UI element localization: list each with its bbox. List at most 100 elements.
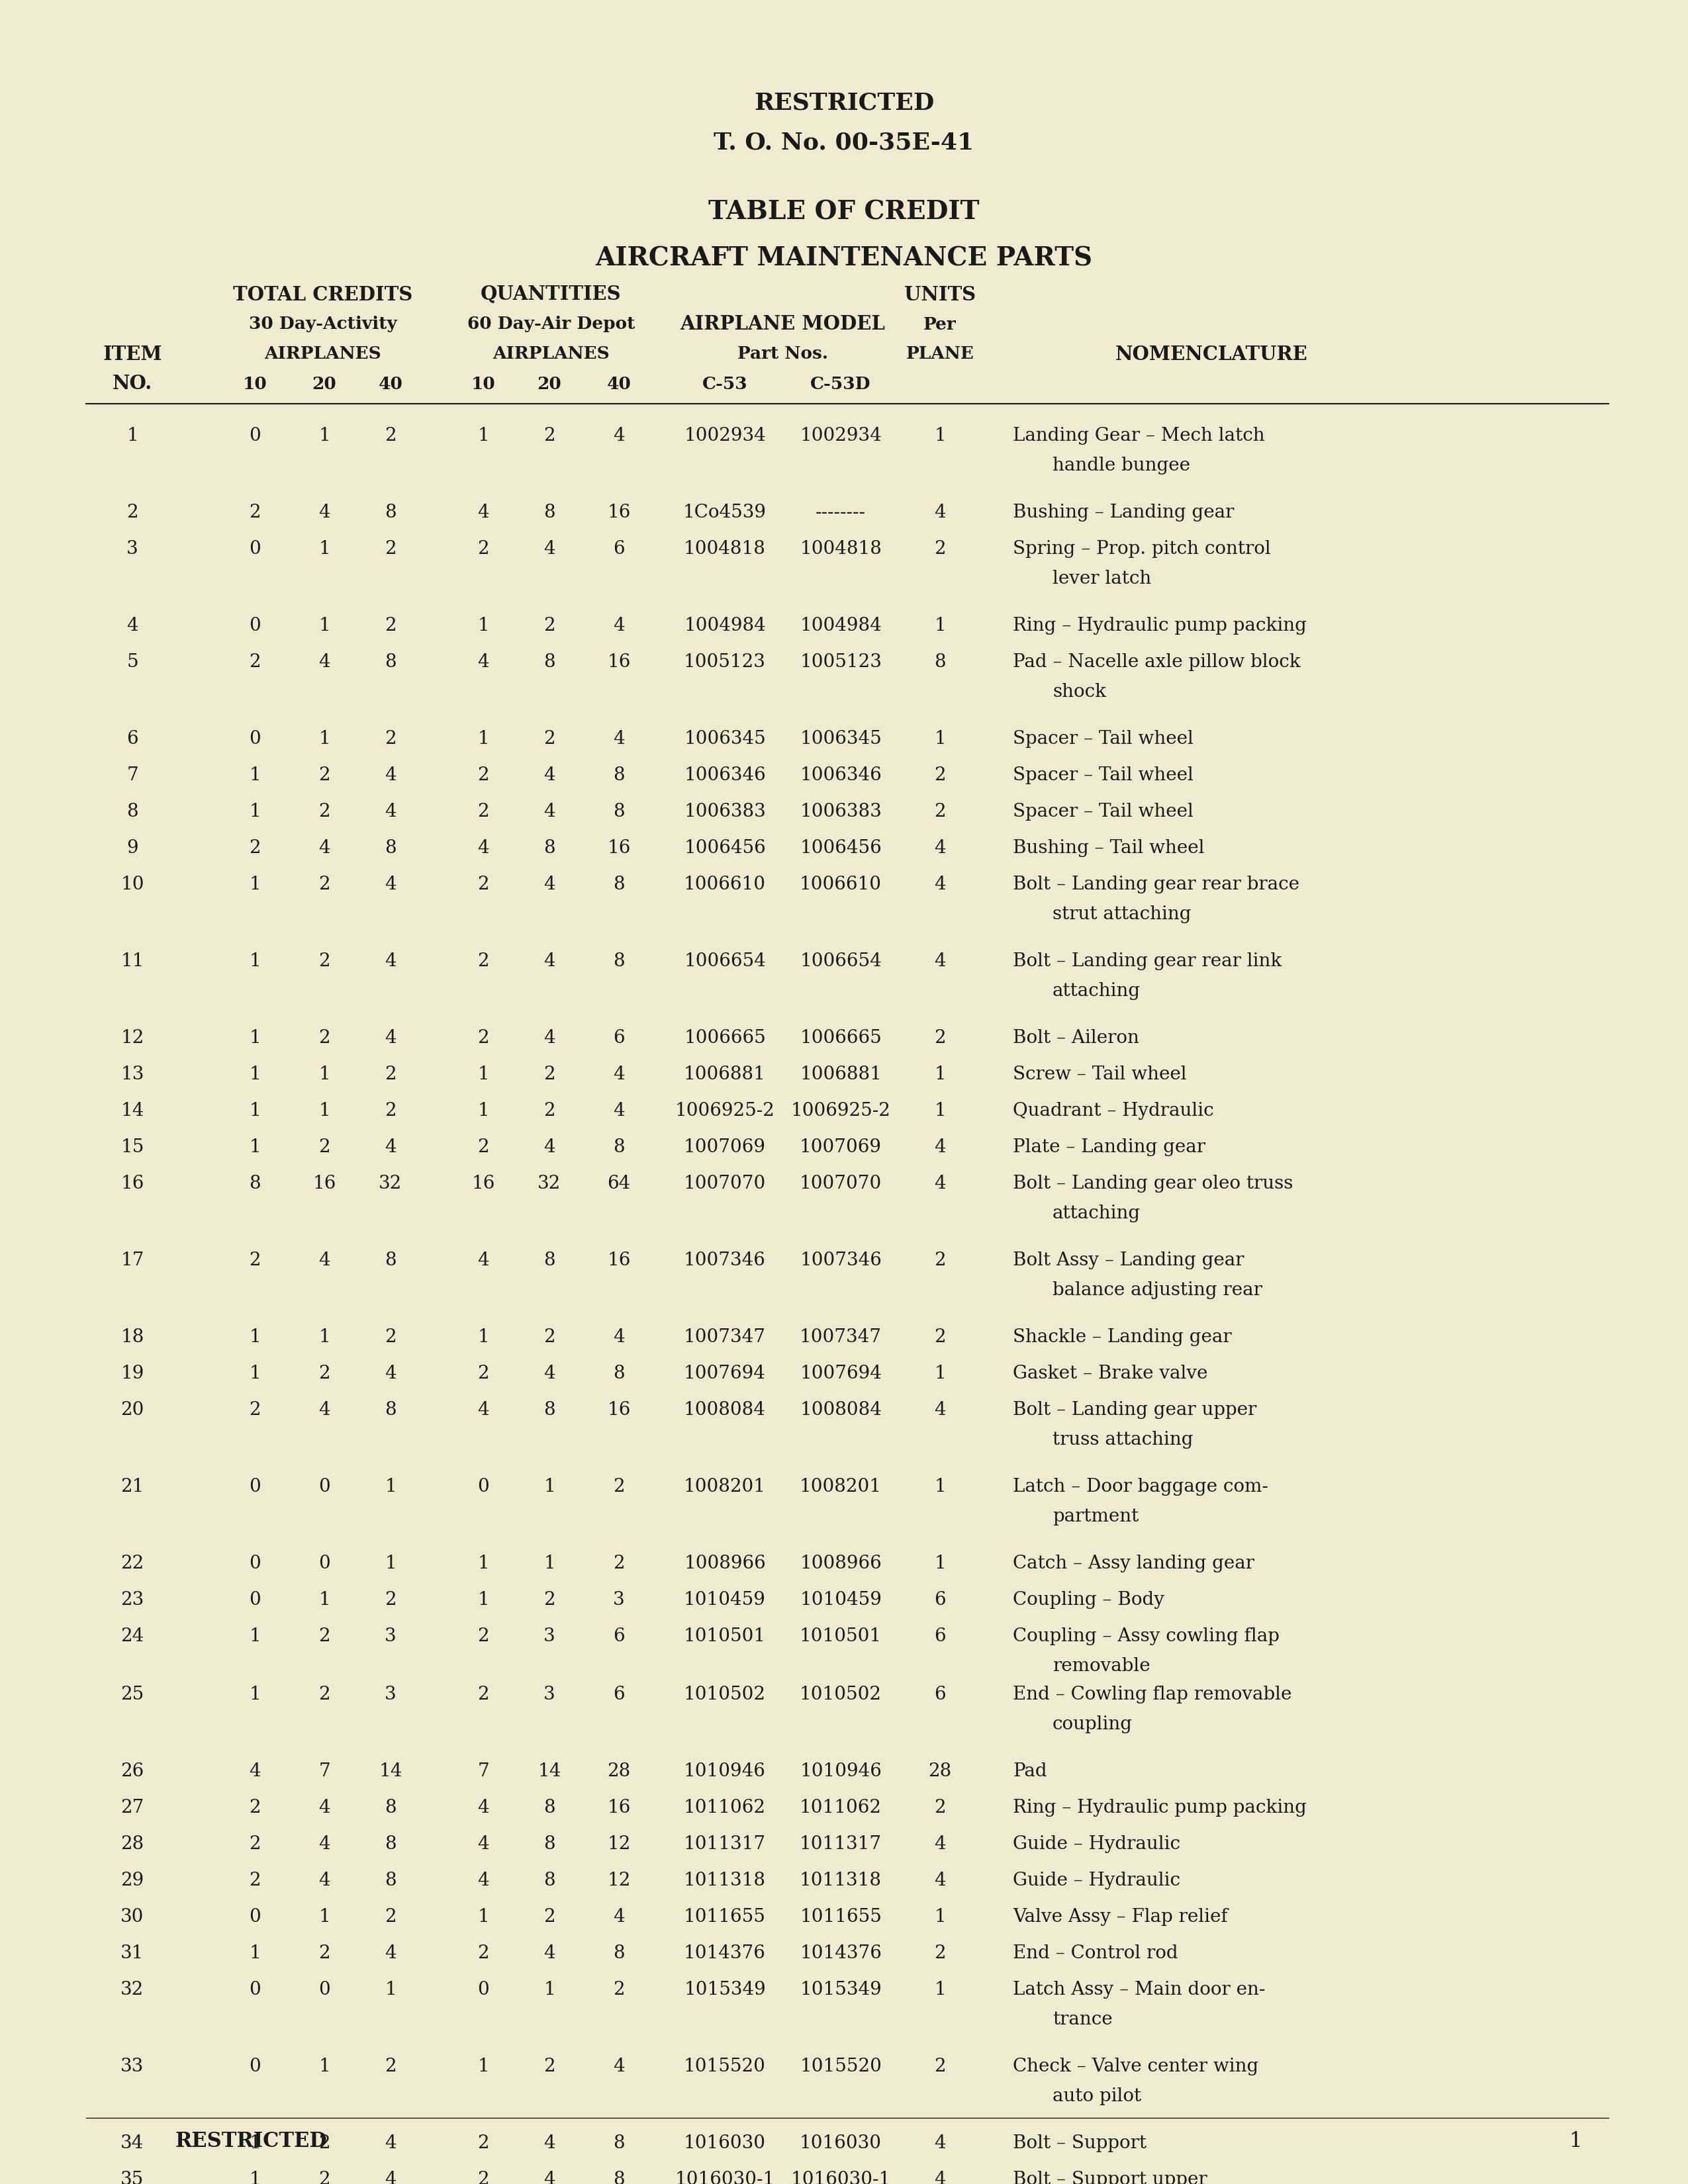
Text: 60 Day-Air Depot: 60 Day-Air Depot bbox=[468, 317, 635, 332]
Text: 1006456: 1006456 bbox=[800, 839, 881, 856]
Text: 19: 19 bbox=[120, 1365, 143, 1382]
Text: 14: 14 bbox=[378, 1762, 402, 1780]
Text: 1008201: 1008201 bbox=[684, 1479, 766, 1496]
Text: 16: 16 bbox=[312, 1175, 336, 1192]
Text: Check – Valve center wing: Check – Valve center wing bbox=[1013, 2057, 1259, 2075]
Text: 1011318: 1011318 bbox=[684, 1872, 766, 1889]
Text: AIRPLANES: AIRPLANES bbox=[265, 345, 381, 363]
Text: 4: 4 bbox=[319, 1402, 331, 1420]
Text: 1: 1 bbox=[250, 952, 260, 970]
Text: 2: 2 bbox=[319, 952, 331, 970]
Text: 2: 2 bbox=[250, 653, 260, 670]
Text: 8: 8 bbox=[613, 2134, 625, 2151]
Text: 2: 2 bbox=[933, 539, 945, 557]
Text: 1: 1 bbox=[385, 1981, 397, 1998]
Text: 4: 4 bbox=[544, 876, 555, 893]
Text: 2: 2 bbox=[544, 729, 555, 747]
Text: 1007347: 1007347 bbox=[800, 1328, 881, 1345]
Text: TOTAL CREDITS: TOTAL CREDITS bbox=[233, 284, 412, 304]
Text: 8: 8 bbox=[385, 1835, 397, 1852]
Text: 4: 4 bbox=[933, 505, 945, 522]
Text: 2: 2 bbox=[319, 804, 331, 821]
Text: 4: 4 bbox=[613, 616, 625, 636]
Text: PLANE: PLANE bbox=[906, 345, 974, 363]
Text: TABLE OF CREDIT: TABLE OF CREDIT bbox=[709, 199, 979, 225]
Text: 1: 1 bbox=[250, 2171, 260, 2184]
Text: strut attaching: strut attaching bbox=[1053, 906, 1192, 924]
Text: 9: 9 bbox=[127, 839, 138, 856]
Text: shock: shock bbox=[1053, 684, 1106, 701]
Text: 0: 0 bbox=[319, 1555, 331, 1572]
Text: 1006654: 1006654 bbox=[684, 952, 766, 970]
Text: Bolt – Landing gear upper: Bolt – Landing gear upper bbox=[1013, 1402, 1256, 1420]
Text: Bolt Assy – Landing gear: Bolt Assy – Landing gear bbox=[1013, 1251, 1244, 1269]
Text: 1: 1 bbox=[933, 1479, 945, 1496]
Text: 23: 23 bbox=[122, 1590, 143, 1610]
Text: 8: 8 bbox=[613, 1138, 625, 1155]
Text: handle bungee: handle bungee bbox=[1053, 456, 1190, 474]
Text: 2: 2 bbox=[478, 1686, 490, 1704]
Text: 4: 4 bbox=[319, 1800, 331, 1817]
Text: 10: 10 bbox=[471, 376, 495, 393]
Text: 4: 4 bbox=[127, 616, 138, 636]
Text: 7: 7 bbox=[127, 767, 138, 784]
Text: 1: 1 bbox=[250, 1627, 260, 1645]
Text: 1011655: 1011655 bbox=[800, 1909, 881, 1926]
Text: 8: 8 bbox=[385, 1872, 397, 1889]
Text: 1: 1 bbox=[933, 729, 945, 747]
Text: 0: 0 bbox=[250, 616, 260, 636]
Text: 0: 0 bbox=[250, 1909, 260, 1926]
Text: 1: 1 bbox=[385, 1479, 397, 1496]
Text: 17: 17 bbox=[120, 1251, 143, 1269]
Text: 1: 1 bbox=[319, 1103, 331, 1120]
Text: 1: 1 bbox=[933, 1555, 945, 1572]
Text: 4: 4 bbox=[319, 839, 331, 856]
Text: 3: 3 bbox=[544, 1686, 555, 1704]
Text: 1: 1 bbox=[250, 1365, 260, 1382]
Text: 14: 14 bbox=[120, 1103, 143, 1120]
Text: 2: 2 bbox=[478, 1944, 490, 1961]
Text: Spring – Prop. pitch control: Spring – Prop. pitch control bbox=[1013, 539, 1271, 557]
Text: 8: 8 bbox=[613, 767, 625, 784]
Text: 32: 32 bbox=[538, 1175, 560, 1192]
Text: 2: 2 bbox=[478, 1138, 490, 1155]
Text: 3: 3 bbox=[385, 1686, 397, 1704]
Text: 1016030-1: 1016030-1 bbox=[675, 2171, 775, 2184]
Text: 8: 8 bbox=[613, 1365, 625, 1382]
Text: 20: 20 bbox=[312, 376, 336, 393]
Text: 8: 8 bbox=[127, 804, 138, 821]
Text: 1: 1 bbox=[250, 804, 260, 821]
Text: 11: 11 bbox=[120, 952, 143, 970]
Text: 10: 10 bbox=[120, 876, 143, 893]
Text: 1: 1 bbox=[319, 1328, 331, 1345]
Text: 1: 1 bbox=[478, 1066, 490, 1083]
Text: 4: 4 bbox=[478, 1872, 490, 1889]
Text: 1: 1 bbox=[478, 1328, 490, 1345]
Text: 15: 15 bbox=[120, 1138, 143, 1155]
Text: 2: 2 bbox=[250, 505, 260, 522]
Text: 2: 2 bbox=[933, 767, 945, 784]
Text: 13: 13 bbox=[120, 1066, 143, 1083]
Text: 2: 2 bbox=[478, 539, 490, 557]
Text: 1006383: 1006383 bbox=[800, 804, 881, 821]
Text: 1007694: 1007694 bbox=[684, 1365, 766, 1382]
Text: 4: 4 bbox=[319, 1872, 331, 1889]
Text: 2: 2 bbox=[544, 616, 555, 636]
Text: 2: 2 bbox=[478, 2171, 490, 2184]
Text: Pad: Pad bbox=[1013, 1762, 1047, 1780]
Text: 1006925-2: 1006925-2 bbox=[675, 1103, 775, 1120]
Text: 8: 8 bbox=[544, 1872, 555, 1889]
Text: 1010501: 1010501 bbox=[684, 1627, 766, 1645]
Text: 0: 0 bbox=[250, 1981, 260, 1998]
Text: 4: 4 bbox=[319, 1835, 331, 1852]
Text: 2: 2 bbox=[933, 1251, 945, 1269]
Text: 12: 12 bbox=[120, 1029, 143, 1046]
Text: 1: 1 bbox=[250, 767, 260, 784]
Text: removable: removable bbox=[1053, 1658, 1150, 1675]
Text: 4: 4 bbox=[319, 1251, 331, 1269]
Text: 1: 1 bbox=[250, 1944, 260, 1961]
Text: 4: 4 bbox=[544, 539, 555, 557]
Text: 2: 2 bbox=[544, 1103, 555, 1120]
Text: 1: 1 bbox=[478, 729, 490, 747]
Text: 8: 8 bbox=[544, 1800, 555, 1817]
